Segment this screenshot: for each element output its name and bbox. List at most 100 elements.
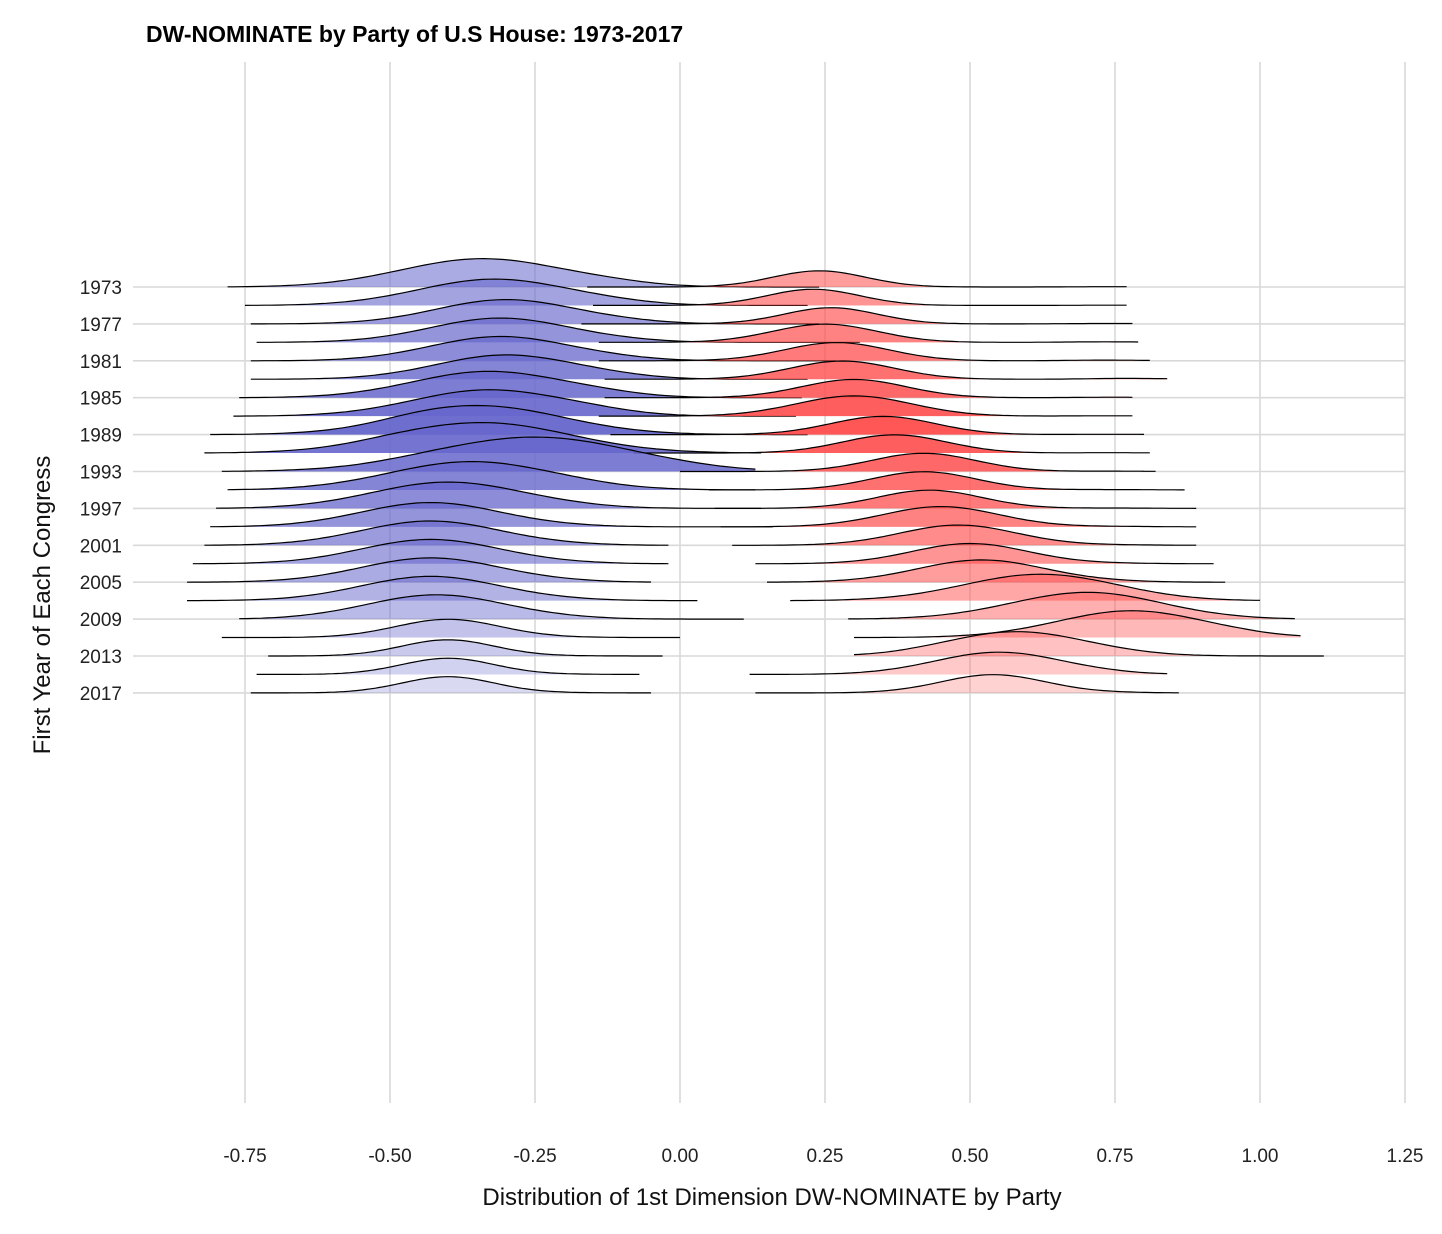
republican-ridge-fill [755,543,1214,564]
republican-ridge-1979 [598,323,1139,343]
republican-ridge-1987 [598,395,1133,417]
republican-ridge-outline [755,674,1179,694]
republican-ridge-2001 [732,524,1197,546]
republican-ridge-2007 [790,573,1260,602]
republican-ridge-1981 [598,341,1150,362]
democrat-ridge-1995 [227,461,756,491]
democrat-ridge-outline [221,436,756,472]
y-tick-label: 2009 [80,610,122,631]
y-axis-title: First Year of Each Congress [29,456,56,755]
republican-ridge-fill [610,416,1144,435]
x-tick-label: 1.25 [1387,1146,1424,1167]
democrat-ridge-2017 [250,676,652,694]
x-tick-labels: -0.75 -0.50 -0.25 0.00 0.25 0.50 0.75 1.00 1.25 [223,1146,1423,1167]
republican-ridge-fill [749,652,1168,675]
republican-ridge-2015 [749,651,1168,675]
republican-ridge-fill [581,307,1133,324]
republican-ridge-outline [604,360,1168,380]
y-tick-label: 1977 [80,315,122,336]
republican-ridge-fill [598,324,1139,343]
democrat-ridge-1997 [215,481,762,509]
democrat-ridge-outline [239,594,744,620]
democrat-ridge-outline [221,618,680,639]
ridges [186,257,1324,694]
democrat-ridge-2007 [187,575,698,602]
x-tick-label: -0.75 [223,1146,266,1167]
republican-ridge-fill [633,434,1150,454]
democrat-ridge-fill [204,521,669,546]
republican-ridge-fill [767,559,1226,583]
republican-ridge-outline [593,288,1127,306]
republican-ridge-2013 [853,631,1324,657]
democrat-ridge-fill [216,482,762,509]
republican-ridge-fill [854,610,1301,638]
republican-ridge-2009 [848,591,1295,620]
democrat-ridge-2015 [256,657,640,675]
democrat-ridge-fill [250,336,837,361]
democrat-ridge-outline [204,520,669,546]
republican-ridge-fill [593,289,1127,306]
republican-ridge-1995 [709,471,1185,491]
republican-ridge-fill [598,342,1150,361]
democrat-ridge-outline [256,657,640,675]
democrat-ridge-fill [268,639,663,656]
republican-ridge-outline [767,559,1226,583]
democrat-ridge-1991 [204,422,762,454]
democrat-ridge-fill [210,502,773,527]
democrat-ridge-2005 [186,557,651,583]
y-tick-label: 1973 [80,278,122,299]
democrat-ridge-fill [187,557,651,583]
republican-ridge-outline [854,610,1301,639]
republican-ridge-1991 [633,434,1150,454]
republican-ridge-1983 [604,360,1168,380]
democrat-ridge-fill [204,422,762,454]
x-tick-label: 0.00 [662,1146,699,1167]
republican-ridge-fill [709,471,1185,490]
democrat-ridge-fill [239,371,802,398]
democrat-ridge-fill [227,461,756,490]
y-tick-label: 1985 [80,389,122,410]
democrat-ridge-2009 [239,594,744,620]
x-tick-label: 0.75 [1097,1146,1134,1167]
republican-ridge-outline [610,415,1145,436]
y-tick-label: 2017 [80,684,122,705]
y-tick-label: 1989 [80,426,122,447]
republican-ridge-outline [598,395,1133,417]
republican-ridge-fill [848,592,1295,620]
democrat-ridge-fill [245,279,808,306]
republican-ridge-fill [720,506,1197,527]
democrat-ridge-outline [186,557,651,583]
republican-ridge-1989 [610,415,1145,436]
republican-ridge-fill [714,490,1197,509]
democrat-ridge-fill [256,658,640,675]
republican-ridge-2011 [854,610,1301,639]
x-tick-label: 0.25 [807,1146,844,1167]
republican-ridge-fill [587,270,1127,287]
democrat-ridge-fill [187,576,698,601]
democrat-ridge-fill [239,594,744,620]
republican-ridge-fill [680,453,1156,472]
republican-ridge-fill [854,631,1324,656]
republican-ridge-outline [598,323,1139,343]
republican-ridge-2005 [767,559,1226,583]
republican-ridge-fill [790,574,1260,601]
democrat-ridge-fill [227,258,820,287]
democrat-ridge-outline [187,575,698,602]
republican-ridge-outline [680,452,1156,473]
republican-ridge-outline [598,341,1150,362]
democrat-ridge-outline [210,502,773,528]
y-tick-label: 2005 [80,573,122,594]
republican-ridge-outline [720,506,1197,528]
democrat-ridge-outline [227,461,756,491]
democrat-ridge-fill [233,389,796,417]
republican-ridge-outline [790,573,1260,602]
republican-ridge-1975 [593,288,1127,306]
republican-ridge-outline [853,631,1324,657]
republican-ridge-outline [581,307,1133,325]
republican-ridge-outline [848,591,1295,620]
republican-ridge-2003 [755,542,1214,565]
republican-ridge-1973 [587,270,1127,288]
x-tick-label: 1.00 [1242,1146,1279,1167]
democrat-ridge-1993 [221,436,756,472]
republican-ridge-outline [732,524,1197,546]
